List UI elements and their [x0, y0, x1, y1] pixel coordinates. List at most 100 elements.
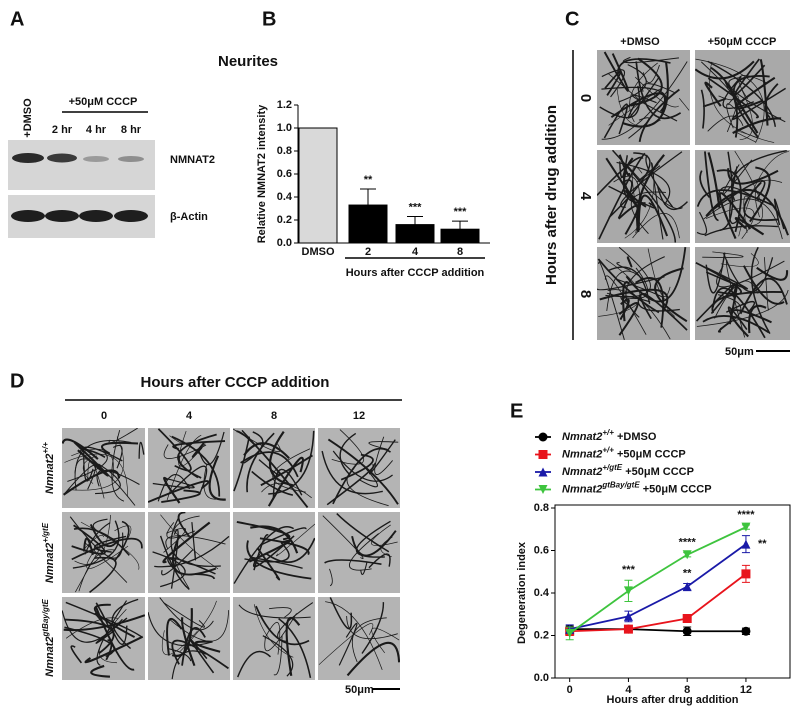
plot-frame [554, 504, 791, 679]
marker [682, 582, 692, 592]
neurite [166, 434, 202, 501]
neurite [695, 60, 755, 80]
neurite [624, 163, 655, 239]
neurite [749, 166, 771, 223]
neurite [96, 470, 140, 487]
neurite [251, 556, 303, 569]
band [118, 156, 144, 162]
neurite [246, 432, 275, 493]
marker [565, 628, 575, 638]
legend-label: Nmnat2gtBay/gtE +50μM CCCP [562, 480, 712, 495]
neurite [610, 92, 666, 118]
micrograph [148, 512, 230, 593]
genotype: gtBay/gtE [41, 599, 50, 638]
blot-strip [8, 140, 155, 190]
neurite [148, 480, 210, 503]
marker [682, 550, 692, 560]
neurite [253, 604, 294, 658]
neurite [626, 256, 633, 268]
marker [741, 522, 751, 532]
scale-label: 50μm [345, 684, 374, 696]
neurite [62, 438, 99, 460]
neurite [171, 435, 221, 497]
micrograph [62, 428, 145, 508]
micrograph-bg [318, 597, 400, 680]
neurite [83, 449, 94, 482]
neurite [735, 76, 776, 110]
neurite [273, 635, 283, 676]
column-label: 0 [101, 410, 107, 422]
neurite [625, 247, 687, 303]
series-line [569, 526, 747, 635]
neurite [84, 535, 105, 549]
marker [623, 611, 633, 621]
neurite [111, 598, 139, 650]
micrograph-bg [62, 512, 145, 593]
neurite [208, 455, 226, 501]
legend-treatment: +50μM CCCP [617, 448, 686, 460]
row-label: Nmnat2+/gtE [41, 522, 56, 583]
micrograph-bg [148, 512, 230, 593]
bar [395, 224, 435, 244]
neurite [256, 547, 281, 581]
neurite [617, 179, 633, 219]
legend-gene: Nmnat2 [562, 483, 602, 495]
y-tick-label: 0.6 [534, 544, 549, 556]
neurite [622, 56, 680, 64]
neurite [72, 520, 120, 569]
micrograph [62, 597, 145, 680]
neurite [241, 429, 281, 476]
neurite [318, 623, 374, 665]
neurite [191, 442, 205, 458]
neurite [605, 247, 651, 298]
neurite [368, 553, 391, 569]
neurite [601, 61, 688, 140]
neurite [69, 516, 124, 559]
neurite [719, 151, 734, 232]
neurite [773, 198, 785, 230]
neurite [598, 152, 646, 240]
neurite [325, 601, 383, 671]
micrograph [597, 50, 690, 145]
neurite [331, 429, 364, 465]
neurite [166, 617, 183, 656]
neurite [260, 454, 313, 487]
neurite [329, 597, 353, 630]
neurite [165, 535, 226, 549]
row-label: 0 [577, 94, 594, 102]
neurite [259, 537, 310, 556]
marker [741, 626, 751, 636]
y-tick-label: 1.0 [277, 122, 292, 134]
significance: ** [364, 174, 373, 186]
error-bar [452, 220, 468, 230]
micrograph [318, 512, 400, 593]
neurite [616, 161, 671, 206]
neurite [253, 534, 269, 571]
neurite [743, 181, 779, 222]
neurite [161, 489, 201, 503]
legend-gene: Nmnat2 [562, 448, 602, 460]
blot-title: Neurites [218, 53, 278, 70]
x-tick-label: DMSO [302, 246, 335, 258]
y-tick-label: 0.8 [534, 502, 549, 514]
marker [682, 626, 692, 636]
series-line [569, 628, 746, 633]
neurite [756, 266, 789, 281]
neurite [71, 537, 143, 561]
neurite [638, 88, 680, 143]
neurite [647, 248, 671, 297]
y-tick-label: 0.8 [277, 145, 292, 157]
control-label: +DMSO [22, 98, 34, 138]
y-tick-label: 0.2 [534, 629, 549, 641]
neurite [112, 444, 123, 469]
neurite [696, 211, 708, 235]
micrograph [62, 512, 145, 593]
neurite [712, 287, 766, 339]
neurite [181, 617, 196, 667]
neurite [695, 58, 765, 143]
neurite [62, 469, 121, 496]
neurite [332, 447, 392, 505]
neurite [604, 70, 622, 96]
neurite [84, 522, 111, 555]
